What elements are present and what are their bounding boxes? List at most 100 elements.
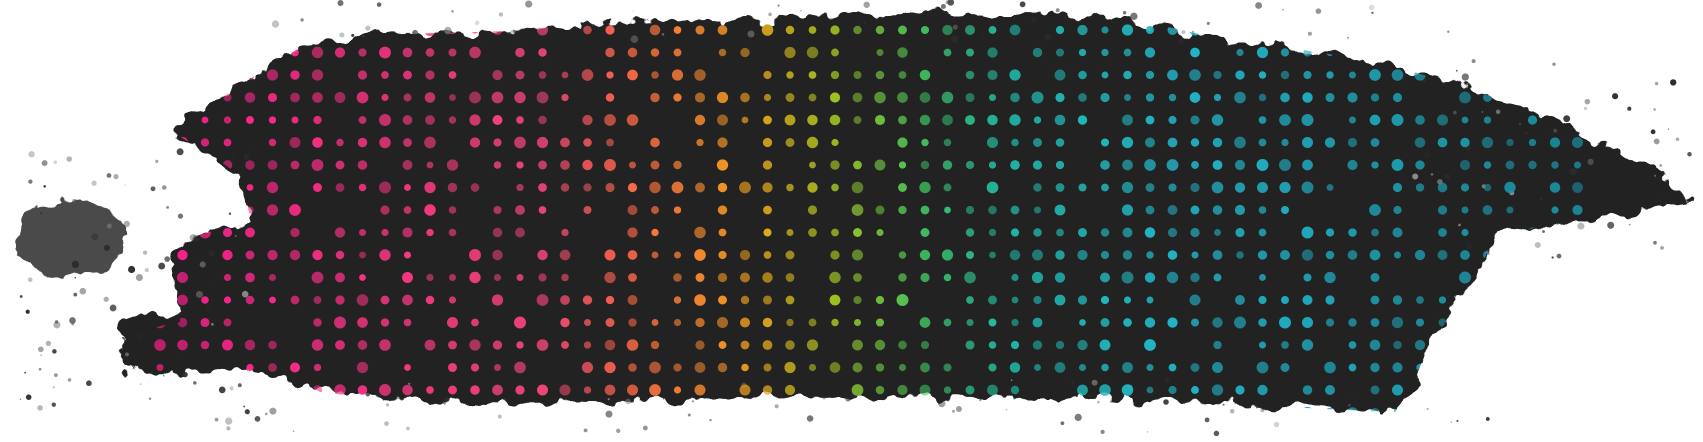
splatter-speck bbox=[208, 281, 210, 284]
splatter-speck bbox=[164, 256, 170, 262]
splatter-speck bbox=[135, 274, 143, 281]
halftone-dot bbox=[516, 183, 524, 192]
halftone-dot bbox=[1167, 250, 1178, 260]
halftone-dot bbox=[1279, 316, 1291, 329]
halftone-dot bbox=[627, 295, 638, 305]
halftone-dot bbox=[762, 317, 773, 328]
halftone-dot bbox=[582, 159, 593, 171]
halftone-dot bbox=[425, 408, 435, 413]
halftone-dot bbox=[921, 138, 929, 147]
splatter-speck bbox=[986, 382, 989, 384]
splatter-speck bbox=[37, 346, 44, 353]
halftone-dot bbox=[784, 361, 796, 374]
halftone-dot bbox=[853, 116, 862, 124]
halftone-dot bbox=[1414, 249, 1426, 261]
halftone-dot bbox=[334, 227, 346, 238]
halftone-dot bbox=[1123, 70, 1132, 80]
halftone-dot bbox=[424, 136, 436, 149]
halftone-dot bbox=[424, 181, 436, 194]
halftone-dot bbox=[1256, 361, 1269, 374]
halftone-dot bbox=[1212, 317, 1223, 328]
halftone-dot bbox=[942, 24, 953, 36]
halftone-dot bbox=[561, 71, 569, 79]
halftone-dot bbox=[244, 339, 256, 351]
halftone-dot bbox=[359, 229, 366, 236]
halftone-dot bbox=[1370, 138, 1380, 147]
splatter-speck bbox=[1423, 182, 1427, 187]
splatter-speck bbox=[40, 212, 43, 215]
splatter-speck bbox=[1146, 431, 1149, 433]
splatter-speck bbox=[79, 287, 87, 295]
halftone-dot bbox=[403, 138, 412, 147]
halftone-dot bbox=[1460, 137, 1470, 148]
halftone-dot bbox=[831, 183, 839, 192]
halftone-dot bbox=[311, 339, 324, 351]
halftone-dot bbox=[1437, 407, 1448, 413]
halftone-dot bbox=[583, 138, 592, 147]
splatter-speck bbox=[1654, 81, 1659, 86]
halftone-dot bbox=[741, 363, 749, 372]
splatter-speck bbox=[67, 378, 72, 382]
halftone-dot bbox=[335, 408, 345, 413]
halftone-dot bbox=[290, 160, 300, 170]
halftone-dot bbox=[627, 182, 638, 193]
halftone-dot bbox=[1572, 70, 1583, 80]
halftone-dot bbox=[1078, 183, 1087, 192]
splatter-speck bbox=[774, 404, 779, 409]
splatter-speck bbox=[71, 322, 75, 326]
splatter-speck bbox=[264, 412, 268, 416]
halftone-dot bbox=[1482, 70, 1493, 80]
halftone-dot bbox=[1572, 114, 1583, 126]
halftone-dot bbox=[785, 25, 795, 35]
halftone-dot bbox=[673, 160, 682, 170]
halftone-dot bbox=[1369, 249, 1381, 261]
halftone-dot bbox=[403, 93, 412, 102]
halftone-dot bbox=[1010, 340, 1020, 350]
halftone-dot bbox=[335, 272, 345, 283]
halftone-dot bbox=[1571, 249, 1584, 261]
halftone-dot bbox=[785, 340, 795, 350]
halftone-dot bbox=[1280, 407, 1290, 413]
splatter-speck bbox=[467, 384, 470, 387]
halftone-dot bbox=[1415, 160, 1425, 170]
halftone-dot bbox=[246, 184, 254, 191]
halftone-dot bbox=[1392, 24, 1403, 36]
halftone-dot bbox=[1100, 138, 1110, 147]
halftone-dot bbox=[1324, 271, 1336, 284]
halftone-dot bbox=[1189, 24, 1201, 36]
halftone-dot bbox=[1145, 115, 1155, 125]
splatter-speck bbox=[1524, 131, 1528, 135]
halftone-dot bbox=[1415, 183, 1425, 192]
halftone-dot bbox=[649, 24, 661, 36]
halftone-dot bbox=[831, 138, 839, 147]
halftone-dot bbox=[537, 407, 548, 413]
halftone-dot bbox=[1325, 295, 1335, 305]
halftone-dot bbox=[1190, 272, 1200, 283]
halftone-dot bbox=[200, 92, 210, 103]
halftone-dot bbox=[943, 48, 952, 57]
halftone-dot bbox=[694, 114, 706, 126]
halftone-dot bbox=[446, 406, 459, 413]
splatter-speck bbox=[1229, 408, 1235, 414]
halftone-dot bbox=[1302, 294, 1313, 306]
halftone-dot bbox=[1054, 362, 1066, 373]
halftone-dot bbox=[335, 183, 345, 192]
halftone-dot bbox=[1371, 48, 1379, 57]
halftone-dot bbox=[1191, 161, 1199, 169]
halftone-dot bbox=[897, 384, 908, 396]
halftone-dot bbox=[897, 407, 908, 413]
halftone-dot bbox=[695, 25, 705, 35]
halftone-dot bbox=[1011, 318, 1019, 327]
halftone-dot bbox=[605, 318, 615, 327]
splatter-speck bbox=[1164, 377, 1171, 384]
halftone-dot bbox=[289, 137, 301, 148]
halftone-dot bbox=[1258, 138, 1267, 147]
halftone-dot bbox=[1549, 182, 1561, 193]
halftone-dot bbox=[334, 92, 346, 103]
splatter-speck bbox=[243, 405, 246, 408]
splatter-speck bbox=[229, 386, 234, 391]
halftone-dot bbox=[1549, 407, 1561, 413]
splatter-speck bbox=[1260, 408, 1265, 413]
halftone-dot bbox=[289, 249, 301, 261]
splatter-speck bbox=[1519, 123, 1521, 125]
